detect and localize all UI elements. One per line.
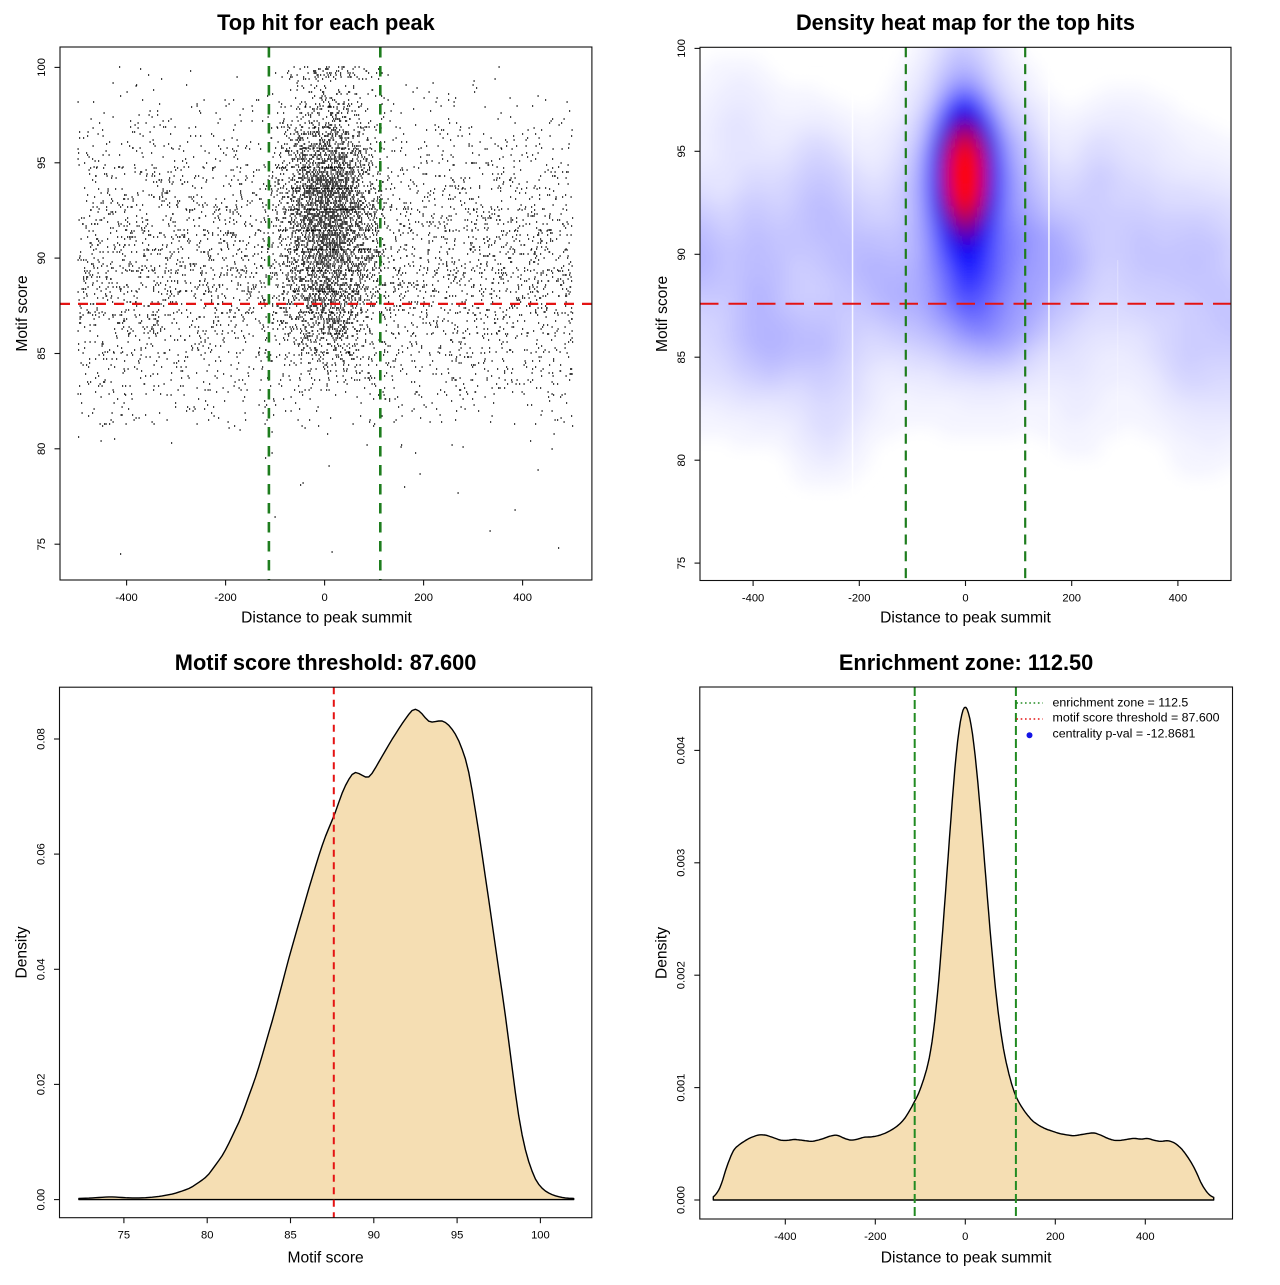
svg-text:0.001: 0.001 [676, 1074, 688, 1102]
svg-text:Motif score threshold: 87.600: Motif score threshold: 87.600 [175, 650, 477, 675]
svg-text:400: 400 [1169, 592, 1188, 604]
svg-text:Density: Density [654, 927, 671, 979]
svg-text:95: 95 [451, 1230, 463, 1242]
svg-text:0.000: 0.000 [676, 1186, 688, 1214]
svg-text:0: 0 [962, 592, 968, 604]
svg-text:75: 75 [36, 538, 48, 550]
svg-text:0: 0 [962, 1231, 968, 1243]
svg-text:0.06: 0.06 [35, 843, 47, 865]
svg-text:200: 200 [414, 592, 433, 604]
svg-text:90: 90 [676, 248, 688, 260]
svg-text:-400: -400 [115, 592, 137, 604]
svg-text:200: 200 [1046, 1231, 1065, 1243]
svg-text:Motif score: Motif score [654, 276, 671, 352]
svg-text:0.004: 0.004 [676, 736, 688, 764]
svg-text:80: 80 [201, 1230, 213, 1242]
svg-text:85: 85 [676, 351, 688, 363]
svg-text:Density heat map for the top h: Density heat map for the top hits [796, 10, 1135, 35]
svg-text:-200: -200 [214, 592, 236, 604]
svg-text:Density: Density [14, 926, 31, 978]
svg-text:95: 95 [36, 157, 48, 169]
svg-text:100: 100 [531, 1230, 550, 1242]
svg-text:Motif score: Motif score [287, 1250, 363, 1267]
svg-text:400: 400 [1136, 1231, 1155, 1243]
svg-text:80: 80 [676, 454, 688, 466]
svg-text:95: 95 [676, 145, 688, 157]
svg-text:75: 75 [676, 557, 688, 569]
svg-text:Distance to peak summit: Distance to peak summit [880, 610, 1051, 627]
svg-text:Top hit for each peak: Top hit for each peak [217, 10, 435, 35]
svg-text:80: 80 [36, 443, 48, 455]
svg-text:0.002: 0.002 [676, 961, 688, 989]
svg-text:Motif score: Motif score [14, 275, 31, 351]
svg-text:400: 400 [513, 592, 532, 604]
svg-text:0.00: 0.00 [35, 1189, 47, 1211]
svg-text:100: 100 [676, 39, 688, 58]
svg-text:0: 0 [321, 592, 327, 604]
svg-text:enrichment zone = 112.5: enrichment zone = 112.5 [1053, 695, 1189, 709]
svg-text:-200: -200 [864, 1231, 886, 1243]
svg-text:Distance to peak summit: Distance to peak summit [241, 610, 412, 627]
svg-text:0.003: 0.003 [676, 849, 688, 877]
svg-text:85: 85 [284, 1230, 296, 1242]
svg-text:motif score threshold = 87.600: motif score threshold = 87.600 [1053, 710, 1220, 724]
svg-text:Enrichment zone: 112.50: Enrichment zone: 112.50 [839, 650, 1093, 675]
svg-text:-200: -200 [848, 592, 870, 604]
svg-text:centrality p-val = -12.8681: centrality p-val = -12.8681 [1053, 727, 1196, 741]
svg-text:90: 90 [368, 1230, 380, 1242]
svg-text:-400: -400 [742, 592, 764, 604]
svg-text:0.04: 0.04 [35, 958, 47, 980]
svg-text:Distance to peak summit: Distance to peak summit [881, 1250, 1052, 1267]
svg-text:85: 85 [36, 347, 48, 359]
svg-text:90: 90 [36, 252, 48, 264]
svg-text:75: 75 [118, 1230, 130, 1242]
svg-text:0.02: 0.02 [35, 1074, 47, 1096]
svg-text:0.08: 0.08 [35, 728, 47, 750]
svg-text:200: 200 [1062, 592, 1081, 604]
svg-text:100: 100 [36, 58, 48, 77]
svg-text:-400: -400 [774, 1231, 796, 1243]
